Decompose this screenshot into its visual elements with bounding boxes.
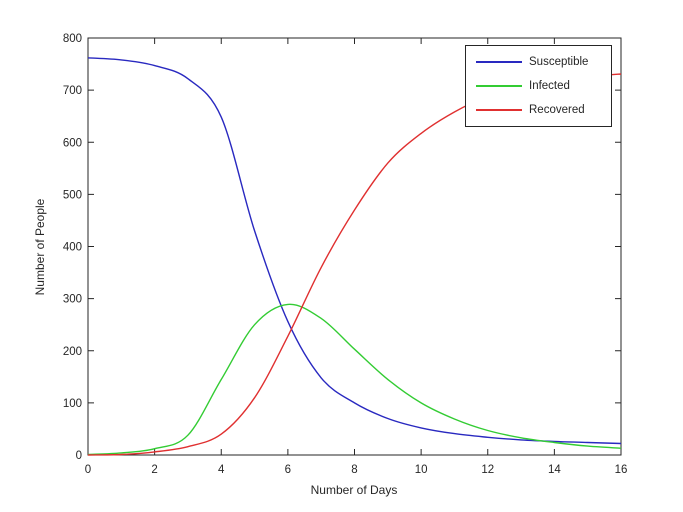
infected-line-sample [476,85,522,87]
y-tick-label: 100 [63,398,82,410]
infected-curve [87,303,622,456]
susceptible-curve [87,57,622,445]
x-tick-label: 2 [151,464,157,476]
x-tick-label: 12 [481,464,494,476]
x-tick-label: 6 [285,464,291,476]
susceptible-line-sample [476,61,522,63]
recovered-curve [87,73,622,456]
x-tick-label: 4 [218,464,225,476]
legend-item-recovered: Recovered [466,99,611,121]
legend-item-susceptible: Susceptible [466,51,611,73]
y-tick-label: 300 [63,294,82,306]
x-tick-label: 0 [85,464,91,476]
axes: 0 2 4 6 8 10 12 14 16 0 100 200 300 400 500 600 700 800 [63,33,628,476]
y-tick-label: 200 [63,346,82,358]
legend-label-recovered: Recovered [529,104,585,116]
y-tick-label: 500 [63,189,82,201]
y-tick-label: 800 [63,33,82,45]
x-tick-label: 14 [548,464,561,476]
legend-label-infected: Infected [529,80,570,92]
y-tick-label: 600 [63,137,82,149]
x-tick-label: 10 [415,464,428,476]
y-tick-label: 0 [76,450,82,462]
x-axis-label: Number of Days [311,483,398,497]
legend-item-infected: Infected [466,75,611,97]
y-axis-label: Number of People [33,198,47,295]
legend: Susceptible Infected Recovered [465,45,612,127]
x-tick-label: 8 [351,464,357,476]
y-tick-label: 400 [63,242,82,254]
legend-label-susceptible: Susceptible [529,56,589,68]
x-tick-label: 16 [615,464,628,476]
recovered-line-sample [476,109,522,111]
y-tick-label: 700 [63,85,82,97]
